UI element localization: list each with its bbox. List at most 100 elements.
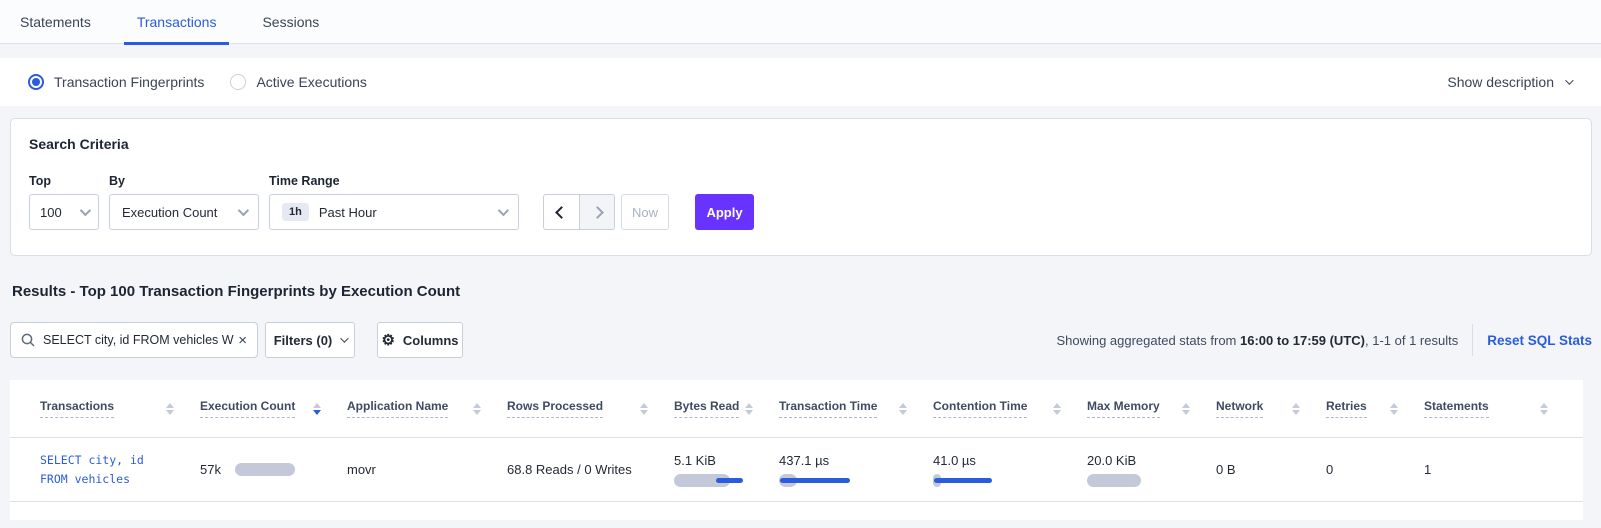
column-header-network[interactable]: Network bbox=[1216, 399, 1326, 418]
column-header-label: Transactions bbox=[40, 399, 115, 418]
page-tabbar: Statements Transactions Sessions bbox=[0, 0, 1601, 45]
table-header-row: Transactions Execution Count Application… bbox=[10, 380, 1583, 438]
cell-retries: 0 bbox=[1326, 462, 1334, 477]
cell-transaction-time: 437.1 µs bbox=[779, 453, 933, 487]
aggregated-stats-text: Showing aggregated stats from 16:00 to 1… bbox=[1056, 333, 1458, 348]
tab-sessions-label: Sessions bbox=[262, 13, 320, 30]
transaction-time-bar bbox=[779, 473, 851, 487]
columns-button-label: Columns bbox=[402, 332, 459, 348]
time-range-select[interactable]: 1h Past Hour bbox=[269, 194, 519, 230]
by-select-value: Execution Count bbox=[122, 204, 218, 220]
column-header-transaction-time[interactable]: Transaction Time bbox=[779, 399, 933, 418]
max-memory-value: 20.0 KiB bbox=[1087, 452, 1137, 468]
execution-count-value: 57k bbox=[200, 462, 221, 477]
prev-interval-button[interactable] bbox=[544, 195, 579, 229]
radio-active-executions-label: Active Executions bbox=[256, 74, 367, 90]
sort-icon[interactable] bbox=[1540, 402, 1548, 415]
next-interval-button[interactable] bbox=[579, 195, 614, 229]
radio-transaction-fingerprints[interactable]: Transaction Fingerprints bbox=[28, 74, 204, 90]
execution-count-bar bbox=[234, 463, 295, 476]
filters-button-label: Filters (0) bbox=[273, 332, 333, 348]
column-header-label: Transaction Time bbox=[779, 399, 878, 418]
contention-time-bar bbox=[933, 473, 993, 487]
sort-icon[interactable] bbox=[473, 402, 481, 415]
column-header-rows-processed[interactable]: Rows Processed bbox=[507, 399, 674, 418]
transaction-fingerprint-link[interactable]: SELECT city, id FROM vehicles bbox=[40, 451, 200, 489]
sort-icon[interactable] bbox=[899, 402, 907, 415]
column-header-contention-time[interactable]: Contention Time bbox=[933, 399, 1087, 418]
sort-icon[interactable] bbox=[1053, 402, 1061, 415]
chevron-down-icon bbox=[1565, 76, 1574, 85]
tab-sessions[interactable]: Sessions bbox=[262, 0, 319, 44]
chevron-left-icon bbox=[555, 205, 568, 219]
clear-search-icon[interactable]: × bbox=[238, 331, 247, 349]
transaction-time-value: 437.1 µs bbox=[779, 452, 830, 468]
time-range-badge: 1h bbox=[282, 203, 309, 221]
stats-suffix: , 1-1 of 1 results bbox=[1364, 332, 1459, 348]
cell-network: 0 B bbox=[1216, 462, 1236, 477]
sort-icon[interactable] bbox=[1390, 402, 1398, 415]
tab-transactions-label: Transactions bbox=[136, 13, 217, 30]
column-header-statements[interactable]: Statements bbox=[1424, 399, 1574, 418]
filters-button[interactable]: Filters (0) bbox=[265, 322, 355, 358]
top-label: Top bbox=[29, 174, 51, 188]
column-header-bytes-read[interactable]: Bytes Read bbox=[674, 399, 779, 418]
column-header-retries[interactable]: Retries bbox=[1326, 399, 1424, 418]
column-header-label: Network bbox=[1216, 399, 1264, 418]
search-criteria-title: Search Criteria bbox=[29, 136, 129, 152]
chevron-down-icon bbox=[497, 204, 510, 217]
column-header-label: Rows Processed bbox=[507, 399, 604, 418]
column-header-execution-count[interactable]: Execution Count bbox=[200, 399, 347, 418]
by-select[interactable]: Execution Count bbox=[109, 194, 259, 230]
column-header-label: Statements bbox=[1424, 399, 1489, 418]
time-range-label: Time Range bbox=[269, 174, 340, 188]
show-description-toggle[interactable]: Show description bbox=[1447, 74, 1574, 90]
radio-checked-icon bbox=[28, 74, 44, 90]
chevron-down-icon bbox=[340, 334, 349, 343]
cell-application-name: movr bbox=[347, 462, 376, 477]
sort-icon[interactable] bbox=[1182, 402, 1190, 415]
column-header-max-memory[interactable]: Max Memory bbox=[1087, 399, 1216, 418]
show-description-label: Show description bbox=[1447, 74, 1554, 90]
column-header-application-name[interactable]: Application Name bbox=[347, 399, 507, 418]
reset-sql-stats-link[interactable]: Reset SQL Stats bbox=[1487, 332, 1592, 348]
bytes-read-bar bbox=[674, 473, 744, 487]
column-header-label: Max Memory bbox=[1087, 399, 1160, 418]
sort-desc-active-icon[interactable] bbox=[313, 402, 321, 415]
sort-icon[interactable] bbox=[745, 402, 753, 415]
gear-icon: ⚙ bbox=[381, 331, 395, 349]
fingerprint-search-box[interactable]: × bbox=[10, 322, 258, 358]
top-select[interactable]: 100 bbox=[29, 194, 99, 230]
tab-statements-label: Statements bbox=[20, 13, 91, 30]
columns-button[interactable]: ⚙ Columns bbox=[377, 322, 463, 358]
tab-statements[interactable]: Statements bbox=[20, 0, 91, 44]
vertical-divider bbox=[1472, 324, 1474, 356]
chevron-right-icon bbox=[590, 205, 604, 219]
cell-execution-count: 57k bbox=[200, 462, 347, 477]
sort-icon[interactable] bbox=[640, 402, 648, 415]
apply-button[interactable]: Apply bbox=[695, 194, 754, 230]
table-row: SELECT city, id FROM vehicles 57k movr 6… bbox=[10, 438, 1583, 502]
chevron-down-icon bbox=[79, 204, 92, 217]
chevron-down-icon bbox=[237, 204, 250, 217]
sort-icon[interactable] bbox=[166, 402, 174, 415]
cell-bytes-read: 5.1 KiB bbox=[674, 453, 779, 487]
stats-prefix: Showing aggregated stats from bbox=[1056, 332, 1240, 348]
search-criteria-panel: Search Criteria Top By Time Range 100 Ex… bbox=[10, 118, 1592, 256]
column-header-label: Retries bbox=[1326, 399, 1367, 418]
sql-line-2: FROM vehicles bbox=[40, 471, 131, 486]
time-interval-nav bbox=[543, 194, 615, 230]
search-input[interactable] bbox=[43, 333, 235, 347]
sort-icon[interactable] bbox=[1292, 402, 1300, 415]
bytes-read-value: 5.1 KiB bbox=[674, 452, 716, 468]
tab-transactions[interactable]: Transactions bbox=[123, 0, 230, 45]
cell-statements: 1 bbox=[1424, 462, 1432, 477]
top-select-value: 100 bbox=[40, 204, 62, 220]
stats-time-range: 16:00 to 17:59 (UTC) bbox=[1240, 332, 1365, 348]
max-memory-bar bbox=[1087, 473, 1141, 487]
radio-active-executions[interactable]: Active Executions bbox=[230, 74, 367, 90]
now-button[interactable]: Now bbox=[621, 194, 669, 230]
column-header-transactions[interactable]: Transactions bbox=[40, 399, 200, 418]
view-toggle-row: Transaction Fingerprints Active Executio… bbox=[0, 58, 1601, 106]
